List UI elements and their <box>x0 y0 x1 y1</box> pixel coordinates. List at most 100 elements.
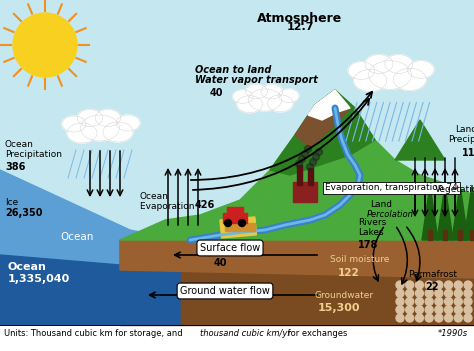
Ellipse shape <box>103 122 133 142</box>
Circle shape <box>415 306 423 314</box>
Text: Water vapor transport: Water vapor transport <box>195 75 318 85</box>
Polygon shape <box>437 185 453 240</box>
Bar <box>220 217 256 238</box>
Text: 15,300: 15,300 <box>318 303 361 313</box>
Bar <box>443 230 447 240</box>
Circle shape <box>464 281 472 289</box>
Text: 26,350: 26,350 <box>5 208 43 218</box>
Text: Atmosphere: Atmosphere <box>257 12 343 25</box>
Text: Ice: Ice <box>5 198 18 207</box>
Ellipse shape <box>316 148 322 155</box>
Polygon shape <box>295 90 350 148</box>
Ellipse shape <box>81 115 119 141</box>
Bar <box>297 165 302 185</box>
Ellipse shape <box>369 61 411 89</box>
Text: 40: 40 <box>210 88 224 98</box>
Circle shape <box>415 281 423 289</box>
Text: Soil moisture: Soil moisture <box>330 256 389 265</box>
Circle shape <box>425 306 433 314</box>
Polygon shape <box>395 120 445 160</box>
Circle shape <box>435 314 443 322</box>
Polygon shape <box>422 185 438 240</box>
Circle shape <box>425 314 433 322</box>
Polygon shape <box>120 90 474 240</box>
Ellipse shape <box>246 84 267 99</box>
Ellipse shape <box>237 96 263 113</box>
Ellipse shape <box>279 89 299 102</box>
Polygon shape <box>308 90 350 120</box>
Circle shape <box>406 306 414 314</box>
Polygon shape <box>270 90 375 175</box>
Circle shape <box>464 298 472 305</box>
Circle shape <box>454 298 462 305</box>
Text: Permafrost: Permafrost <box>408 270 457 279</box>
Circle shape <box>464 289 472 297</box>
Ellipse shape <box>95 110 121 126</box>
Text: Land: Land <box>370 200 392 209</box>
Text: Vegetation: Vegetation <box>435 185 474 194</box>
Text: Units: Thousand cubic km for storage, and: Units: Thousand cubic km for storage, an… <box>4 329 185 338</box>
Circle shape <box>396 298 404 305</box>
Bar <box>293 182 317 202</box>
Circle shape <box>406 289 414 297</box>
Circle shape <box>445 306 453 314</box>
Ellipse shape <box>62 116 86 132</box>
Circle shape <box>454 306 462 314</box>
Polygon shape <box>0 170 180 325</box>
Circle shape <box>415 289 423 297</box>
Text: Land: Land <box>455 125 474 134</box>
Ellipse shape <box>304 146 311 152</box>
Ellipse shape <box>408 61 434 78</box>
Text: 178: 178 <box>358 240 378 250</box>
Circle shape <box>396 314 404 322</box>
Text: Precipitation: Precipitation <box>5 150 62 159</box>
Circle shape <box>435 281 443 289</box>
Ellipse shape <box>307 164 313 171</box>
Bar <box>428 230 432 240</box>
Bar <box>225 223 255 231</box>
Bar <box>223 213 247 223</box>
Polygon shape <box>452 185 468 240</box>
Ellipse shape <box>299 155 306 163</box>
Ellipse shape <box>295 160 302 167</box>
Circle shape <box>435 289 443 297</box>
Bar <box>227 207 243 215</box>
Text: thousand cubic km/yr: thousand cubic km/yr <box>200 329 291 338</box>
Text: 122: 122 <box>338 268 360 278</box>
Polygon shape <box>120 240 474 325</box>
Text: Lakes: Lakes <box>358 228 383 237</box>
Ellipse shape <box>348 62 374 79</box>
Text: Ocean to land: Ocean to land <box>195 65 272 75</box>
Text: Percolation: Percolation <box>367 210 414 219</box>
Text: Ground water flow: Ground water flow <box>180 286 270 296</box>
Circle shape <box>406 281 414 289</box>
Ellipse shape <box>67 123 97 143</box>
Circle shape <box>445 281 453 289</box>
Circle shape <box>425 289 433 297</box>
Ellipse shape <box>310 159 317 166</box>
Circle shape <box>406 298 414 305</box>
Text: *1990s: *1990s <box>438 329 468 338</box>
Circle shape <box>396 289 404 297</box>
Ellipse shape <box>261 84 283 99</box>
Ellipse shape <box>233 90 253 104</box>
Circle shape <box>13 13 77 77</box>
Ellipse shape <box>393 68 426 91</box>
Bar <box>458 230 462 240</box>
Circle shape <box>445 298 453 305</box>
Circle shape <box>464 306 472 314</box>
Circle shape <box>225 219 231 226</box>
Circle shape <box>396 306 404 314</box>
Text: 426: 426 <box>195 200 215 210</box>
Ellipse shape <box>385 55 413 73</box>
Text: Groundwater: Groundwater <box>315 291 374 299</box>
Text: 1,335,040: 1,335,040 <box>8 274 70 284</box>
Circle shape <box>396 281 404 289</box>
Text: for exchanges: for exchanges <box>285 329 347 338</box>
Circle shape <box>464 314 472 322</box>
Text: Precipitation: Precipitation <box>448 135 474 144</box>
Circle shape <box>454 289 462 297</box>
Circle shape <box>238 219 246 226</box>
Circle shape <box>454 281 462 289</box>
Ellipse shape <box>365 55 393 73</box>
